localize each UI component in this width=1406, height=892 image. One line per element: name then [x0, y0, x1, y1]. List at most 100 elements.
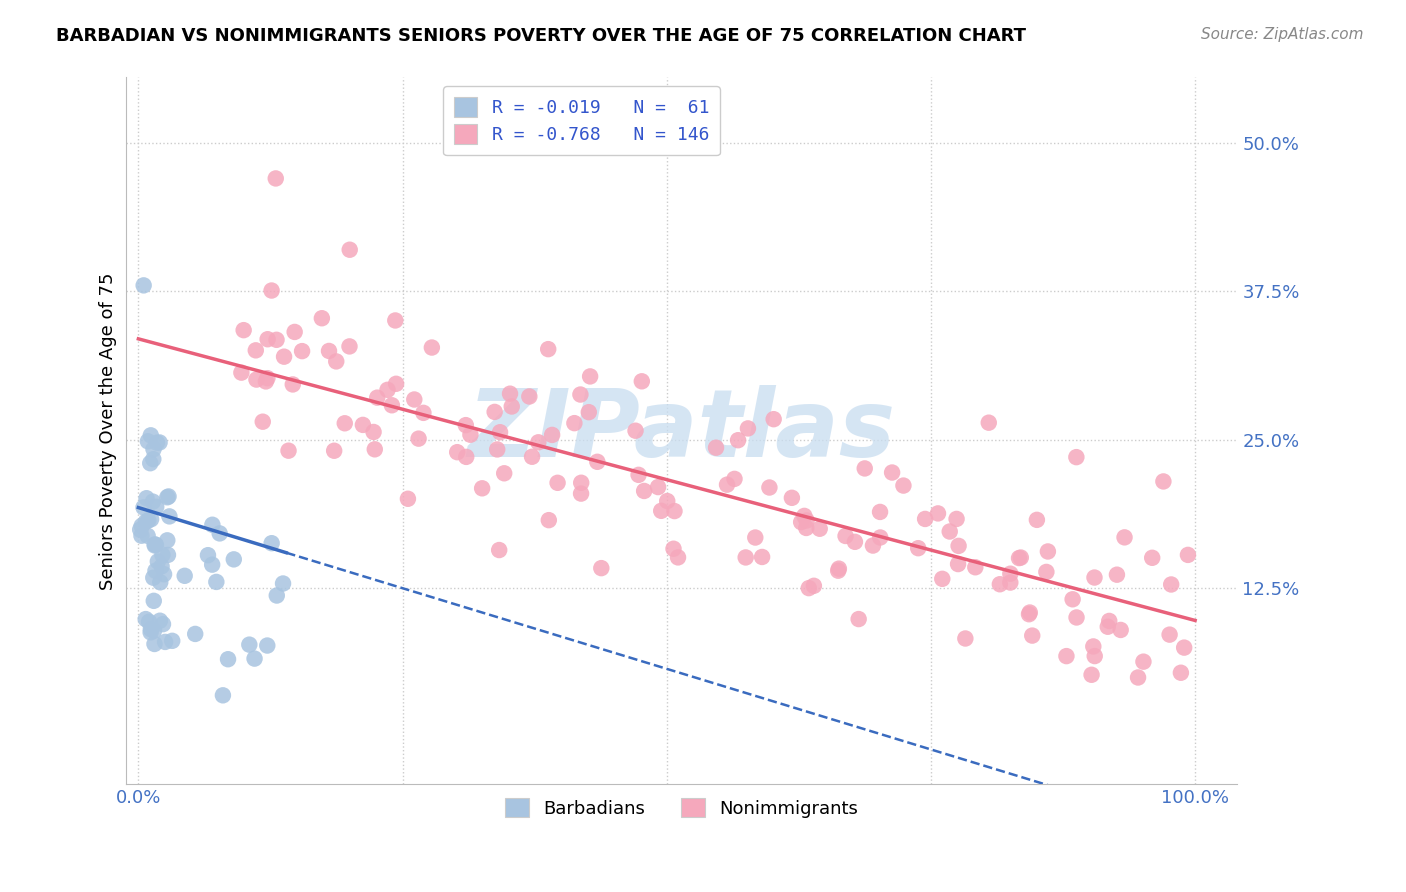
Point — [135, 515, 157, 529]
Point — [1066, 610, 1088, 624]
Point — [245, 343, 267, 358]
Point — [869, 505, 891, 519]
Point — [142, 571, 165, 585]
Point — [547, 475, 569, 490]
Point — [273, 350, 295, 364]
Point — [150, 559, 173, 574]
Point — [793, 508, 815, 523]
Point — [245, 373, 267, 387]
Point — [666, 550, 689, 565]
Point — [363, 425, 385, 439]
Point — [139, 625, 162, 640]
Point — [1160, 577, 1182, 591]
Point — [948, 539, 970, 553]
Point — [853, 461, 876, 475]
Point — [396, 491, 419, 506]
Point — [456, 450, 478, 464]
Point — [797, 581, 820, 595]
Point — [734, 550, 756, 565]
Point — [384, 313, 406, 327]
Point — [157, 509, 180, 524]
Point — [1097, 620, 1119, 634]
Point — [1008, 551, 1031, 566]
Point — [1177, 548, 1199, 562]
Point — [184, 627, 207, 641]
Point — [527, 435, 550, 450]
Point — [325, 354, 347, 368]
Point — [139, 512, 162, 526]
Point — [1140, 550, 1163, 565]
Point — [208, 526, 231, 541]
Point — [135, 612, 157, 626]
Point — [828, 561, 851, 575]
Point — [988, 577, 1011, 591]
Point — [627, 467, 650, 482]
Point — [1132, 655, 1154, 669]
Point — [339, 339, 361, 353]
Point — [758, 481, 780, 495]
Point — [484, 405, 506, 419]
Point — [222, 552, 245, 566]
Point — [153, 635, 176, 649]
Point — [318, 343, 340, 358]
Point — [1018, 606, 1040, 620]
Point — [946, 557, 969, 571]
Point — [727, 433, 749, 447]
Point — [1083, 640, 1105, 654]
Point — [1126, 671, 1149, 685]
Point — [1018, 607, 1040, 622]
Point — [156, 548, 179, 562]
Point — [751, 549, 773, 564]
Point — [266, 589, 288, 603]
Point — [1035, 565, 1057, 579]
Point — [744, 531, 766, 545]
Point — [381, 398, 404, 412]
Point — [366, 391, 388, 405]
Point — [132, 500, 155, 515]
Point — [1109, 623, 1132, 637]
Point — [1010, 550, 1032, 565]
Point — [139, 622, 162, 636]
Point — [271, 576, 294, 591]
Point — [1062, 592, 1084, 607]
Point — [541, 428, 564, 442]
Point — [489, 425, 512, 440]
Point — [664, 504, 686, 518]
Point — [217, 652, 239, 666]
Point — [420, 341, 443, 355]
Point — [862, 539, 884, 553]
Text: ZIPatlas: ZIPatlas — [467, 385, 896, 477]
Point — [136, 513, 159, 527]
Point — [277, 443, 299, 458]
Point — [156, 490, 179, 504]
Point — [149, 614, 172, 628]
Point — [197, 548, 219, 562]
Point — [129, 523, 152, 537]
Point — [569, 387, 592, 401]
Point — [460, 427, 482, 442]
Point — [311, 311, 333, 326]
Point — [146, 554, 169, 568]
Point — [893, 478, 915, 492]
Point — [446, 445, 468, 459]
Point — [907, 541, 929, 556]
Point — [254, 375, 277, 389]
Point — [1173, 640, 1195, 655]
Point — [501, 400, 523, 414]
Point — [364, 442, 387, 457]
Point — [339, 243, 361, 257]
Point — [1000, 566, 1022, 581]
Point — [790, 515, 813, 529]
Point — [844, 534, 866, 549]
Legend: Barbadians, Nonimmigrants: Barbadians, Nonimmigrants — [498, 790, 865, 825]
Point — [404, 392, 426, 407]
Point — [145, 564, 167, 578]
Point — [1098, 614, 1121, 628]
Point — [160, 633, 183, 648]
Point — [494, 467, 516, 481]
Point — [256, 639, 278, 653]
Point — [256, 371, 278, 385]
Point — [808, 522, 831, 536]
Point — [704, 441, 727, 455]
Point — [578, 405, 600, 419]
